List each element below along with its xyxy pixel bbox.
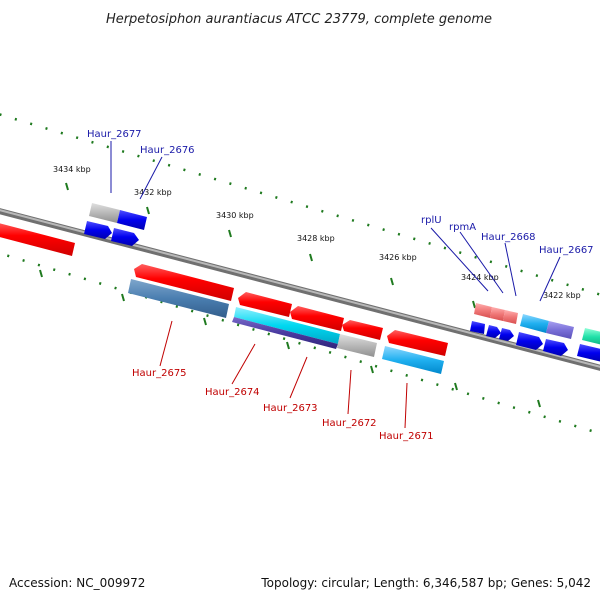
accession-text: Accession: NC_009972 <box>9 576 146 590</box>
gene-label[interactable]: Haur_2674 <box>205 387 260 398</box>
gene-haur-2672-arrow[interactable] <box>342 320 383 340</box>
gene-haur-2671-arrow[interactable] <box>387 330 448 356</box>
gene-haur-2673[interactable] <box>232 317 338 349</box>
forward-genes <box>84 203 600 362</box>
ruler-tick-label: 3428 kbp <box>297 234 335 243</box>
ruler-tick-label: 3426 kbp <box>379 253 417 262</box>
gene-label[interactable]: Haur_2675 <box>132 368 187 379</box>
gene-label[interactable]: Haur_2668 <box>481 232 536 243</box>
gene-label[interactable]: Haur_2671 <box>379 431 434 442</box>
gene-haur-2676[interactable] <box>117 210 147 230</box>
map-title: Herpetosiphon aurantiacus ATCC 23779, co… <box>106 12 492 27</box>
reverse-genes <box>0 222 448 374</box>
gene-arrow-blue[interactable] <box>543 339 568 356</box>
gene-haur-2668[interactable] <box>520 314 549 333</box>
gene-haur-2673-arrow[interactable] <box>290 306 344 331</box>
gene-label[interactable]: rpmA <box>449 222 476 233</box>
gene-haur-2675[interactable] <box>128 279 229 318</box>
ruler-tick-label: 3432 kbp <box>134 188 172 197</box>
gene-haur-2675-arrow[interactable] <box>134 264 234 301</box>
gene-rpma[interactable] <box>490 307 505 321</box>
bottom-label-leaders <box>159 320 408 429</box>
gene-teal-edge[interactable] <box>582 328 600 346</box>
gene-label[interactable]: Haur_2677 <box>87 129 142 140</box>
gene-haur-2669[interactable] <box>503 310 518 324</box>
genome-summary-text: Topology: circular; Length: 6,346,587 bp… <box>261 576 591 590</box>
gene-haur-2671[interactable] <box>382 346 444 374</box>
gene-label[interactable]: Haur_2673 <box>263 403 318 414</box>
gene-haur-2667[interactable] <box>546 321 574 339</box>
gene-haur-2677[interactable] <box>89 203 120 223</box>
gene-haur-2676-arrow[interactable] <box>111 228 139 246</box>
top-label-leaders <box>110 141 561 302</box>
gene-label[interactable]: Haur_2667 <box>539 245 594 256</box>
gene-haur-2674[interactable] <box>234 307 340 344</box>
gene-label[interactable]: rplU <box>421 215 442 226</box>
inner-ruler-major-ticks <box>39 269 541 408</box>
gene-arrow-blue[interactable] <box>470 321 485 334</box>
gene-left-edge[interactable] <box>0 222 75 256</box>
gene-rplu[interactable] <box>474 303 492 318</box>
gene-haur-2677-arrow[interactable] <box>84 221 112 239</box>
gene-haur-2674-arrow[interactable] <box>238 292 292 317</box>
gene-arrow-blue[interactable] <box>486 325 501 338</box>
ruler-tick-label: 3422 kbp <box>543 291 581 300</box>
gene-arrow-blue[interactable] <box>499 328 514 341</box>
ruler-tick-label: 3424 kbp <box>461 273 499 282</box>
gene-arrow-blue[interactable] <box>516 332 543 350</box>
gene-arrow-blue[interactable] <box>577 344 600 362</box>
gene-label[interactable]: Haur_2672 <box>322 418 377 429</box>
gene-label[interactable]: Haur_2676 <box>140 145 195 156</box>
ruler-tick-label: 3434 kbp <box>53 165 91 174</box>
gene-haur-2672[interactable] <box>337 334 377 357</box>
ruler-tick-label: 3430 kbp <box>216 211 254 220</box>
